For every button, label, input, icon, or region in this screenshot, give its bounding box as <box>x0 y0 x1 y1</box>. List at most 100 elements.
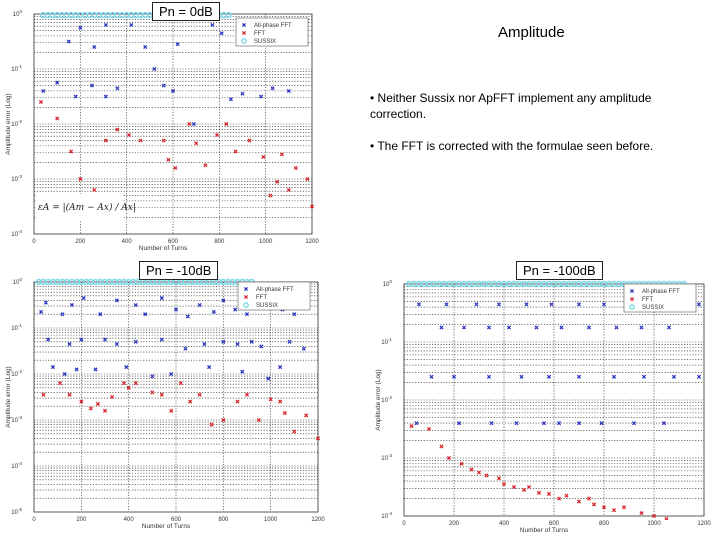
apfft-point <box>183 346 188 351</box>
apfft-point <box>191 121 196 127</box>
legend-label: All-phase FFT <box>642 289 680 295</box>
x-tick-label: 1200 <box>697 521 711 527</box>
fft-point <box>268 193 273 198</box>
chart-svg-pn-0db: 0 200 400 600 800 1000 1200 100 10-1 10-2 10-3 10-4… <box>5 9 319 250</box>
fft-point <box>496 476 502 481</box>
apfft-point <box>159 337 164 342</box>
apfft-point <box>173 307 179 312</box>
y-tick-label: 100 <box>13 9 23 18</box>
apfft-point <box>159 296 164 301</box>
fft-point <box>275 179 280 184</box>
apfft-point <box>576 421 582 426</box>
x-tick-label: 200 <box>76 517 87 523</box>
apfft-point <box>524 302 529 307</box>
fft-point <box>546 491 552 497</box>
fft-point <box>138 138 143 143</box>
x-tick-label: 400 <box>122 239 133 245</box>
apfft-point <box>506 325 512 330</box>
fft-point <box>591 502 597 507</box>
apfft-point <box>66 39 71 44</box>
chart-pn-minus10db: 0 200 400 600 800 1000 1200 100 10-1 10-2 10-3 10-4… <box>0 262 330 540</box>
legend-box <box>235 17 309 47</box>
apfft-point <box>170 88 176 94</box>
fft-point <box>247 138 252 143</box>
y-tick-label: 10-4 <box>381 511 392 520</box>
y-tick-label: 10-1 <box>381 337 392 346</box>
fft-point <box>209 422 214 427</box>
legend-label: FFT <box>642 297 653 303</box>
fft-point <box>664 516 669 520</box>
fft-point <box>469 467 474 472</box>
y-axis-label: Amplitude error (Log) <box>375 369 382 430</box>
apfft-point <box>228 97 233 102</box>
x-tick-label: 1000 <box>259 239 273 245</box>
fft-point <box>601 505 607 510</box>
apfft-point <box>67 342 72 347</box>
apfft-point <box>444 302 449 307</box>
fft-point <box>41 392 46 397</box>
apfft-point <box>129 22 134 28</box>
fft-point <box>69 149 74 154</box>
fft-point <box>102 408 108 413</box>
apfft-point <box>102 337 108 342</box>
fft-point <box>173 165 178 171</box>
apfft-point <box>429 374 434 379</box>
apfft-point <box>696 374 702 379</box>
fft-point <box>178 381 183 386</box>
apfft-point <box>143 312 148 317</box>
y-tick-label: 10-3 <box>11 415 22 424</box>
apfft-point <box>207 365 212 370</box>
apfft-point <box>641 374 647 379</box>
slide-title: Amplitude <box>498 24 565 41</box>
legend: All-phase FFT FFT SUSSIX <box>235 17 309 47</box>
fft-point <box>556 496 562 501</box>
fft-point <box>38 99 44 105</box>
apfft-point <box>270 86 275 91</box>
fft-point <box>133 381 138 386</box>
apfft-point <box>461 325 467 330</box>
legend-marker <box>243 286 249 292</box>
apfft-point <box>489 421 494 426</box>
chart-svg-pn-minus100db: 0 200 400 600 800 1000 1200 100 10-1 10-2 10-3 10-4… <box>375 279 711 534</box>
x-tick-label: 1000 <box>264 517 278 523</box>
fft-point <box>235 399 240 404</box>
x-axis-label: Number of Turns <box>520 527 569 534</box>
fft-point <box>92 187 97 193</box>
fft-point <box>88 406 93 411</box>
x-tick-label: 600 <box>549 521 560 527</box>
apfft-point <box>439 325 444 330</box>
fft-point <box>161 138 166 143</box>
note-1: • Neither Sussix nor ApFFT implement any… <box>370 91 652 121</box>
fft-point <box>677 519 681 520</box>
apfft-point <box>586 325 592 330</box>
x-axis-label: Number of Turns <box>142 523 191 530</box>
apfft-point <box>541 421 547 426</box>
apfft-point <box>286 88 291 94</box>
fft-point <box>282 411 287 416</box>
legend-marker <box>629 304 635 310</box>
apfft-point <box>115 86 120 91</box>
apfft-point <box>124 365 129 370</box>
apfft-point <box>599 421 604 426</box>
apfft-point <box>671 374 677 379</box>
y-tick-label: 10-2 <box>381 395 392 404</box>
apfft-point <box>240 91 245 96</box>
x-tick-label: 400 <box>499 521 510 527</box>
apfft-point <box>197 302 202 308</box>
legend-marker <box>629 296 635 302</box>
x-tick-label: 800 <box>218 517 229 523</box>
y-axis-label: Amplitude error (Log) <box>5 366 12 427</box>
apfft-point <box>451 374 457 379</box>
legend-label: All-phase FFT <box>256 287 294 293</box>
fft-point <box>564 493 569 498</box>
fft-point <box>304 413 309 418</box>
apfft-point <box>486 325 492 330</box>
fft-point <box>621 505 627 510</box>
fft-point <box>188 399 193 404</box>
fft-point <box>194 141 199 146</box>
apfft-point <box>78 25 83 30</box>
legend-label: FFT <box>256 295 267 301</box>
apfft-point <box>169 371 174 377</box>
fft-point <box>268 397 273 402</box>
slide-notes: • Neither Sussix nor ApFFT implement any… <box>370 90 700 170</box>
